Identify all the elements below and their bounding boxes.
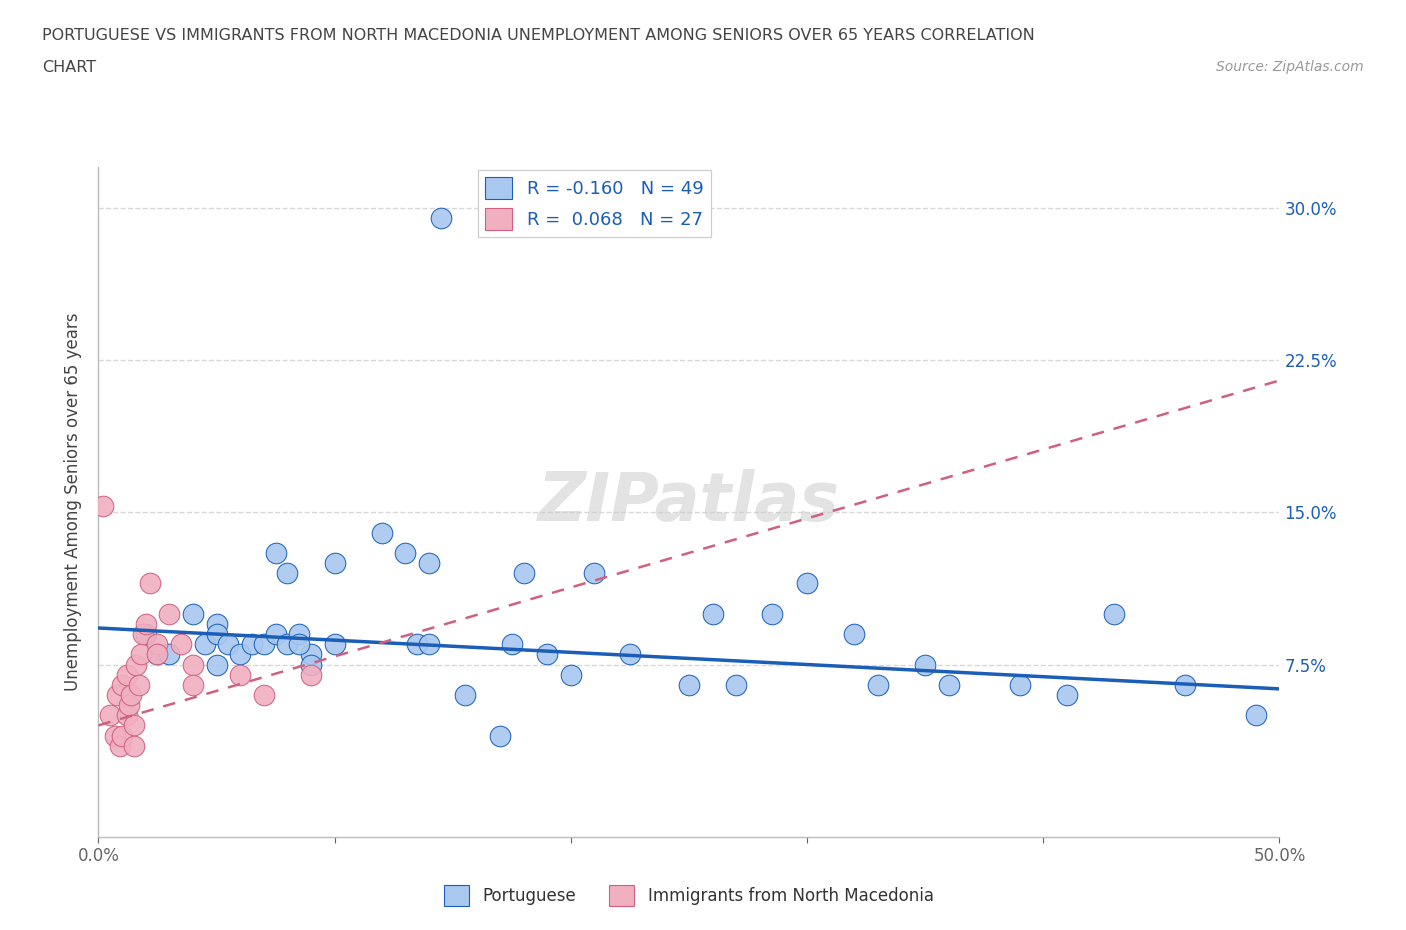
Point	[118, 698, 141, 712]
Point	[489, 728, 512, 743]
Point	[108, 738, 131, 753]
Point	[299, 667, 322, 682]
Point	[229, 647, 252, 662]
Y-axis label: Unemployment Among Seniors over 65 years: Unemployment Among Seniors over 65 years	[65, 313, 83, 691]
Point	[157, 647, 180, 662]
Point	[418, 555, 440, 570]
Point	[129, 647, 152, 662]
Point	[276, 637, 298, 652]
Point	[122, 718, 145, 733]
Point	[170, 637, 193, 652]
Point	[253, 687, 276, 702]
Point	[253, 637, 276, 652]
Text: CHART: CHART	[42, 60, 96, 75]
Point	[121, 687, 143, 702]
Point	[938, 677, 960, 692]
Point	[115, 708, 138, 723]
Point	[844, 627, 866, 642]
Point	[1244, 708, 1267, 723]
Point	[132, 627, 155, 642]
Point	[111, 677, 134, 692]
Point	[194, 637, 217, 652]
Point	[371, 525, 394, 540]
Point	[288, 637, 311, 652]
Point	[1008, 677, 1031, 692]
Legend: Portuguese, Immigrants from North Macedonia: Portuguese, Immigrants from North Macedo…	[437, 879, 941, 912]
Point	[619, 647, 641, 662]
Point	[146, 647, 169, 662]
Point	[205, 627, 228, 642]
Point	[229, 667, 252, 682]
Point	[115, 667, 138, 682]
Point	[91, 498, 114, 513]
Point	[205, 658, 228, 672]
Point	[139, 576, 162, 591]
Point	[146, 637, 169, 652]
Point	[299, 647, 322, 662]
Point	[125, 658, 148, 672]
Point	[418, 637, 440, 652]
Point	[299, 658, 322, 672]
Point	[536, 647, 558, 662]
Point	[453, 687, 475, 702]
Point	[135, 627, 157, 642]
Point	[105, 687, 128, 702]
Point	[796, 576, 818, 591]
Point	[702, 606, 724, 621]
Point	[866, 677, 889, 692]
Point	[323, 637, 346, 652]
Point	[264, 627, 287, 642]
Point	[678, 677, 700, 692]
Point	[122, 738, 145, 753]
Point	[128, 677, 150, 692]
Point	[1174, 677, 1197, 692]
Point	[104, 728, 127, 743]
Point	[430, 211, 453, 226]
Point	[264, 546, 287, 561]
Text: ZIPatlas: ZIPatlas	[538, 470, 839, 535]
Point	[288, 627, 311, 642]
Point	[111, 728, 134, 743]
Point	[181, 677, 204, 692]
Point	[98, 708, 121, 723]
Point	[501, 637, 523, 652]
Point	[181, 658, 204, 672]
Point	[761, 606, 783, 621]
Point	[323, 555, 346, 570]
Legend: R = -0.160   N = 49, R =  0.068   N = 27: R = -0.160 N = 49, R = 0.068 N = 27	[478, 170, 711, 237]
Point	[240, 637, 263, 652]
Text: Source: ZipAtlas.com: Source: ZipAtlas.com	[1216, 60, 1364, 74]
Text: PORTUGUESE VS IMMIGRANTS FROM NORTH MACEDONIA UNEMPLOYMENT AMONG SENIORS OVER 65: PORTUGUESE VS IMMIGRANTS FROM NORTH MACE…	[42, 28, 1035, 43]
Point	[583, 565, 606, 580]
Point	[914, 658, 936, 672]
Point	[135, 617, 157, 631]
Point	[560, 667, 582, 682]
Point	[181, 606, 204, 621]
Point	[157, 606, 180, 621]
Point	[1056, 687, 1078, 702]
Point	[725, 677, 748, 692]
Point	[1102, 606, 1125, 621]
Point	[394, 546, 416, 561]
Point	[146, 647, 169, 662]
Point	[512, 565, 534, 580]
Point	[217, 637, 239, 652]
Point	[276, 565, 298, 580]
Point	[205, 617, 228, 631]
Point	[406, 637, 429, 652]
